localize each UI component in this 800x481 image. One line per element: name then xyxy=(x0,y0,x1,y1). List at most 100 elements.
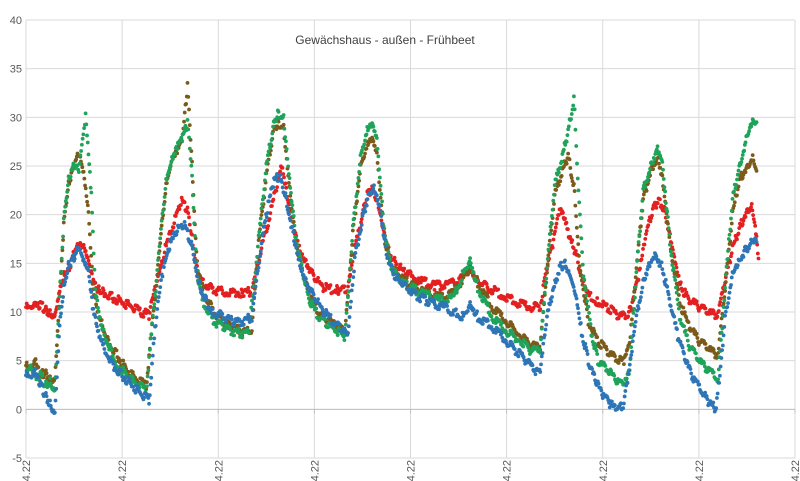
data-point-blue xyxy=(475,309,479,314)
data-point-green xyxy=(85,133,89,138)
data-point-blue xyxy=(695,379,700,384)
data-point-red xyxy=(442,285,447,290)
data-point-green xyxy=(654,147,659,152)
data-point-green xyxy=(468,261,473,266)
data-point-olive xyxy=(86,210,91,214)
data-point-red xyxy=(37,306,42,310)
data-point-olive xyxy=(209,301,214,306)
data-point-olive xyxy=(87,221,92,226)
data-point-olive xyxy=(634,266,639,270)
data-point-green xyxy=(666,215,670,219)
data-point-red xyxy=(188,229,193,233)
data-point-olive xyxy=(644,189,649,193)
data-point-blue xyxy=(55,360,60,365)
data-point-red xyxy=(106,296,111,301)
data-point-olive xyxy=(572,189,577,193)
data-point-blue xyxy=(190,243,194,248)
data-point-green xyxy=(554,177,558,182)
data-point-green xyxy=(314,306,319,311)
data-point-olive xyxy=(559,173,564,178)
data-point-olive xyxy=(265,168,269,173)
data-point-olive xyxy=(349,253,354,258)
data-point-olive xyxy=(666,221,670,226)
data-point-green xyxy=(595,352,600,356)
data-point-green xyxy=(612,373,617,378)
data-point-green xyxy=(548,224,553,229)
data-point-olive xyxy=(512,327,517,332)
data-point-red xyxy=(639,257,644,262)
data-point-green xyxy=(351,217,356,222)
data-point-olive xyxy=(55,329,60,333)
data-point-blue xyxy=(44,391,48,395)
data-point-olive xyxy=(596,341,601,346)
data-point-green xyxy=(284,139,288,144)
data-point-green xyxy=(335,333,340,337)
data-point-blue xyxy=(86,268,91,273)
data-point-blue xyxy=(727,290,732,295)
data-point-green xyxy=(65,183,70,188)
data-point-blue xyxy=(194,269,199,274)
data-point-blue xyxy=(754,240,759,244)
data-point-blue xyxy=(628,356,633,361)
data-point-blue xyxy=(643,276,648,281)
data-point-olive xyxy=(350,242,355,247)
data-point-olive xyxy=(622,362,626,366)
data-point-blue xyxy=(249,319,254,323)
data-point-blue xyxy=(539,354,544,359)
data-point-green xyxy=(739,160,744,165)
data-point-green xyxy=(380,199,384,204)
data-point-olive xyxy=(721,301,726,306)
data-point-green xyxy=(574,144,579,148)
data-point-green xyxy=(584,293,589,298)
data-point-green xyxy=(437,297,442,302)
data-point-olive xyxy=(375,161,380,165)
data-point-red xyxy=(752,220,757,225)
data-point-blue xyxy=(576,311,581,316)
data-point-green xyxy=(352,211,357,215)
data-point-green xyxy=(559,159,564,164)
data-point-red xyxy=(555,216,560,221)
data-point-blue xyxy=(351,275,356,280)
data-point-blue xyxy=(290,224,295,229)
data-point-blue xyxy=(48,398,52,403)
data-point-blue xyxy=(516,354,521,359)
series-blue xyxy=(24,172,759,416)
data-point-olive xyxy=(569,176,574,180)
data-point-red xyxy=(284,185,289,190)
data-point-blue xyxy=(154,315,159,320)
data-point-olive xyxy=(185,80,190,85)
data-point-olive xyxy=(85,203,90,208)
data-point-blue xyxy=(654,254,659,259)
data-point-green xyxy=(635,259,640,263)
data-point-green xyxy=(57,294,62,299)
data-point-blue xyxy=(100,337,105,342)
data-point-green xyxy=(306,296,311,301)
data-point-green xyxy=(269,138,274,142)
data-point-green xyxy=(459,278,464,283)
data-point-red xyxy=(551,237,556,242)
data-point-blue xyxy=(287,212,291,217)
data-point-olive xyxy=(686,320,691,325)
data-point-blue xyxy=(550,295,554,299)
data-point-olive xyxy=(291,219,296,224)
data-point-green xyxy=(286,164,291,169)
data-point-olive xyxy=(55,343,59,348)
data-point-red xyxy=(48,308,52,312)
data-point-green xyxy=(542,300,546,305)
data-point-blue xyxy=(265,211,270,215)
data-point-green xyxy=(63,199,68,204)
data-point-green xyxy=(255,254,260,259)
data-point-blue xyxy=(300,268,305,273)
data-point-blue xyxy=(346,331,350,335)
data-point-green xyxy=(674,285,678,290)
data-point-olive xyxy=(723,289,727,293)
data-point-green xyxy=(83,111,88,116)
data-point-red xyxy=(186,211,191,215)
data-point-green xyxy=(668,242,672,247)
data-point-red xyxy=(736,231,741,236)
data-point-blue xyxy=(627,362,632,367)
data-point-red xyxy=(147,317,151,322)
data-point-green xyxy=(682,324,686,329)
data-point-green xyxy=(663,189,668,194)
data-point-green xyxy=(257,229,262,234)
